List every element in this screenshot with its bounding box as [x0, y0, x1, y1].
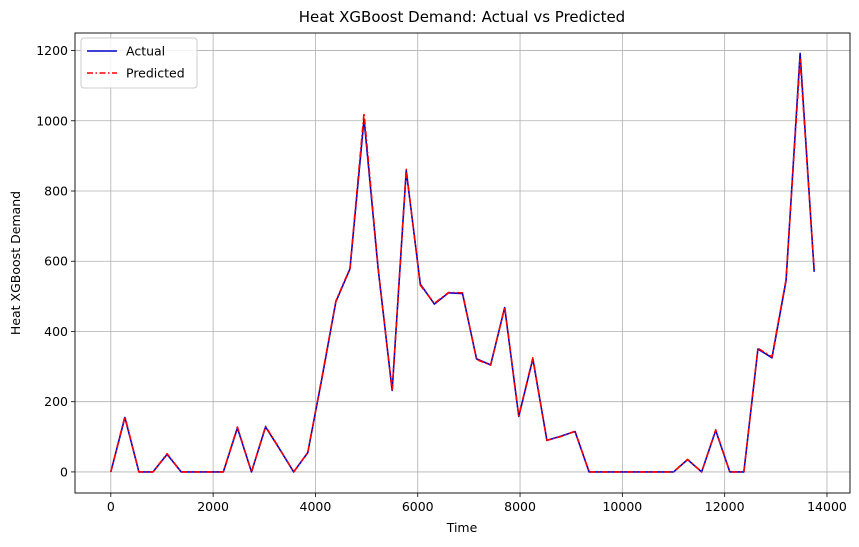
x-tick-label: 14000 [807, 499, 847, 514]
x-axis-label: Time [446, 520, 478, 535]
y-tick-label: 800 [44, 184, 68, 199]
legend-actual-label: Actual [126, 44, 165, 59]
y-tick-label: 400 [44, 324, 68, 339]
chart-title: Heat XGBoost Demand: Actual vs Predicted [299, 8, 625, 26]
legend-predicted-label: Predicted [126, 66, 185, 81]
x-tick-label: 8000 [504, 499, 536, 514]
y-tick-label: 600 [44, 254, 68, 269]
series-lines [110, 52, 815, 473]
y-axis-ticks: 0 200 400 600 800 1000 1200 [36, 43, 75, 479]
x-tick-label: 2000 [197, 499, 229, 514]
plot-frame [74, 32, 851, 494]
y-tick-label: 200 [44, 394, 68, 409]
x-tick-label: 0 [107, 499, 115, 514]
y-tick-label: 1200 [36, 43, 68, 58]
x-tick-label: 6000 [402, 499, 434, 514]
y-axis-label: Heat XGBoost Demand [8, 191, 23, 335]
legend: Actual Predicted [80, 37, 198, 89]
y-tick-label: 1000 [36, 113, 68, 128]
x-tick-label: 10000 [602, 499, 642, 514]
x-axis-ticks: 0 2000 4000 6000 8000 10000 12000 14000 [107, 493, 847, 514]
y-tick-label: 0 [60, 464, 68, 479]
x-tick-label: 4000 [300, 499, 332, 514]
series-line-predicted [110, 58, 815, 473]
x-tick-label: 12000 [705, 499, 745, 514]
